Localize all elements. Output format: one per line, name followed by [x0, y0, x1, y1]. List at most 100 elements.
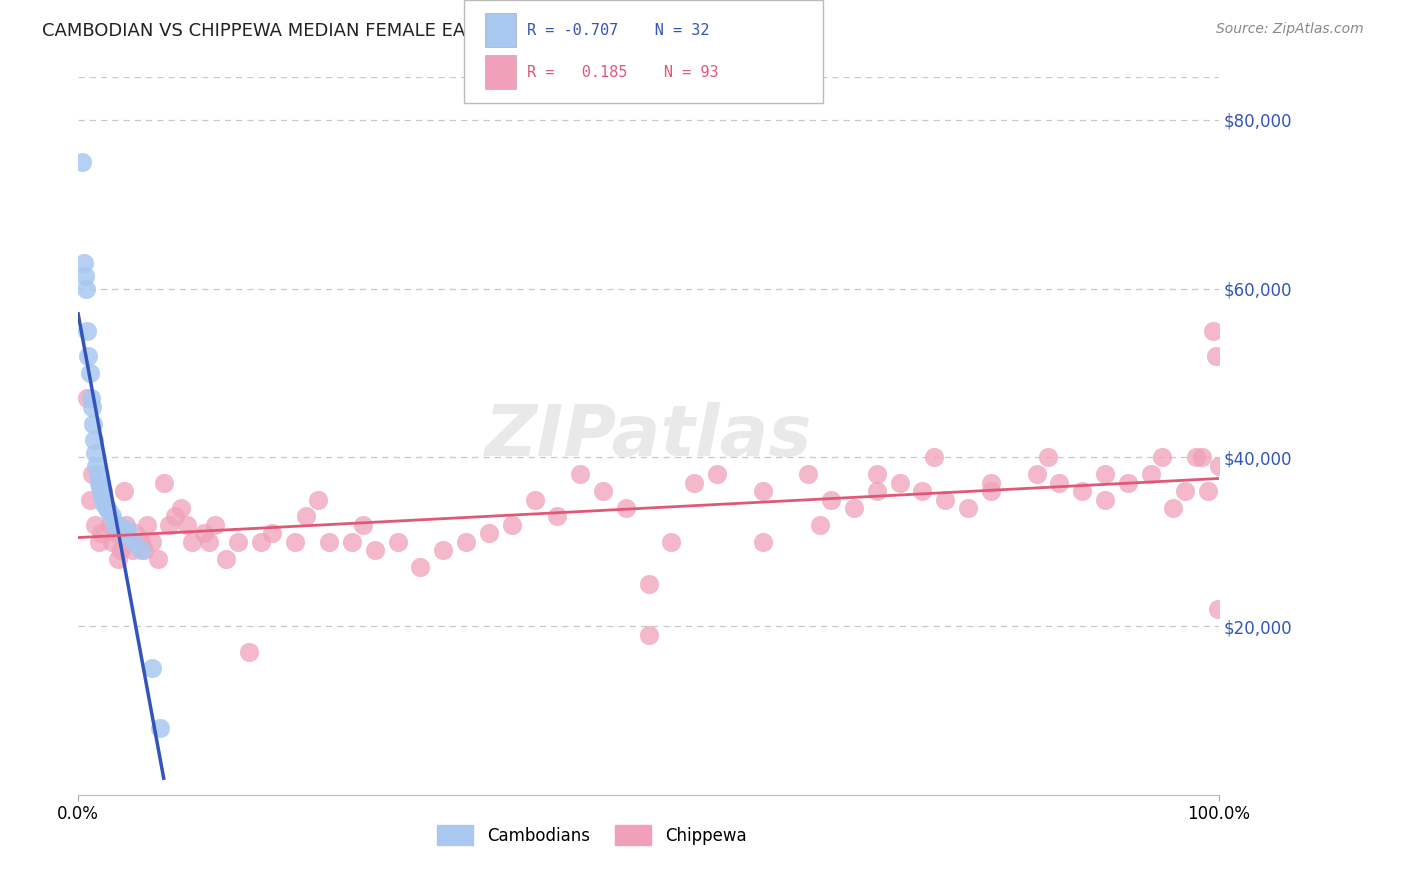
Point [364, 543, 387, 558]
Point [91, 492, 114, 507]
Point [73, 268, 96, 283]
Point [198, 534, 221, 549]
Point [134, 543, 156, 558]
Point [101, 509, 124, 524]
Point [1150, 450, 1173, 465]
Point [1025, 467, 1047, 482]
Point [107, 517, 129, 532]
Point [1094, 467, 1116, 482]
Point [79, 366, 101, 380]
Point [226, 534, 249, 549]
Point [82, 417, 104, 431]
Point [75, 281, 97, 295]
Point [152, 475, 174, 490]
Point [96, 501, 118, 516]
Point [1174, 484, 1197, 499]
Point [1036, 450, 1059, 465]
Point [501, 517, 523, 532]
Point [842, 501, 865, 516]
Point [87, 475, 110, 490]
Point [110, 543, 132, 558]
Point [922, 450, 945, 465]
Point [76, 324, 98, 338]
Point [934, 492, 956, 507]
Point [318, 534, 340, 549]
Legend: Cambodians, Chippewa: Cambodians, Chippewa [430, 819, 754, 851]
Point [97, 505, 120, 519]
Point [1094, 492, 1116, 507]
Point [157, 517, 180, 532]
Point [340, 534, 363, 549]
Point [79, 391, 101, 405]
Point [454, 534, 477, 549]
Point [93, 497, 115, 511]
Point [112, 484, 135, 499]
Point [1208, 458, 1230, 473]
Point [352, 517, 374, 532]
Point [129, 543, 152, 558]
Point [911, 484, 934, 499]
Point [77, 349, 100, 363]
Point [101, 534, 124, 549]
Point [86, 458, 108, 473]
Point [176, 517, 198, 532]
Point [569, 467, 592, 482]
Point [89, 480, 111, 494]
Point [478, 526, 501, 541]
Point [165, 509, 187, 524]
Point [387, 534, 409, 549]
Point [112, 526, 135, 541]
Point [1185, 450, 1208, 465]
Point [80, 400, 103, 414]
Point [409, 560, 432, 574]
Text: R =   0.185    N = 93: R = 0.185 N = 93 [527, 65, 718, 79]
Point [91, 484, 114, 499]
Point [70, 154, 93, 169]
Point [523, 492, 546, 507]
Point [706, 467, 728, 482]
Point [104, 517, 127, 532]
Point [980, 475, 1002, 490]
Point [118, 534, 141, 549]
Point [135, 517, 157, 532]
Point [110, 522, 132, 536]
Point [96, 501, 118, 516]
Point [751, 484, 773, 499]
Text: CAMBODIAN VS CHIPPEWA MEDIAN FEMALE EARNINGS CORRELATION CHART: CAMBODIAN VS CHIPPEWA MEDIAN FEMALE EARN… [42, 22, 735, 40]
Point [1206, 602, 1229, 616]
Point [1116, 475, 1139, 490]
Point [546, 509, 568, 524]
Point [661, 534, 683, 549]
Point [84, 517, 107, 532]
Point [1047, 475, 1070, 490]
Point [284, 534, 307, 549]
Point [146, 551, 169, 566]
Point [129, 534, 152, 549]
Point [124, 526, 146, 541]
Point [957, 501, 980, 516]
Point [215, 551, 238, 566]
Point [87, 534, 110, 549]
Point [295, 509, 318, 524]
Point [808, 517, 831, 532]
Point [204, 517, 226, 532]
Point [889, 475, 911, 490]
Point [83, 434, 105, 448]
Point [797, 467, 820, 482]
Point [683, 475, 706, 490]
Point [84, 446, 107, 460]
Point [637, 627, 659, 641]
Point [90, 526, 112, 541]
Point [98, 517, 121, 532]
Point [115, 522, 138, 536]
Point [637, 577, 659, 591]
Point [181, 534, 204, 549]
Point [79, 492, 101, 507]
Point [307, 492, 329, 507]
Point [170, 501, 193, 516]
Point [122, 543, 145, 558]
Point [980, 484, 1002, 499]
Point [820, 492, 842, 507]
Point [115, 517, 138, 532]
Point [76, 391, 98, 405]
